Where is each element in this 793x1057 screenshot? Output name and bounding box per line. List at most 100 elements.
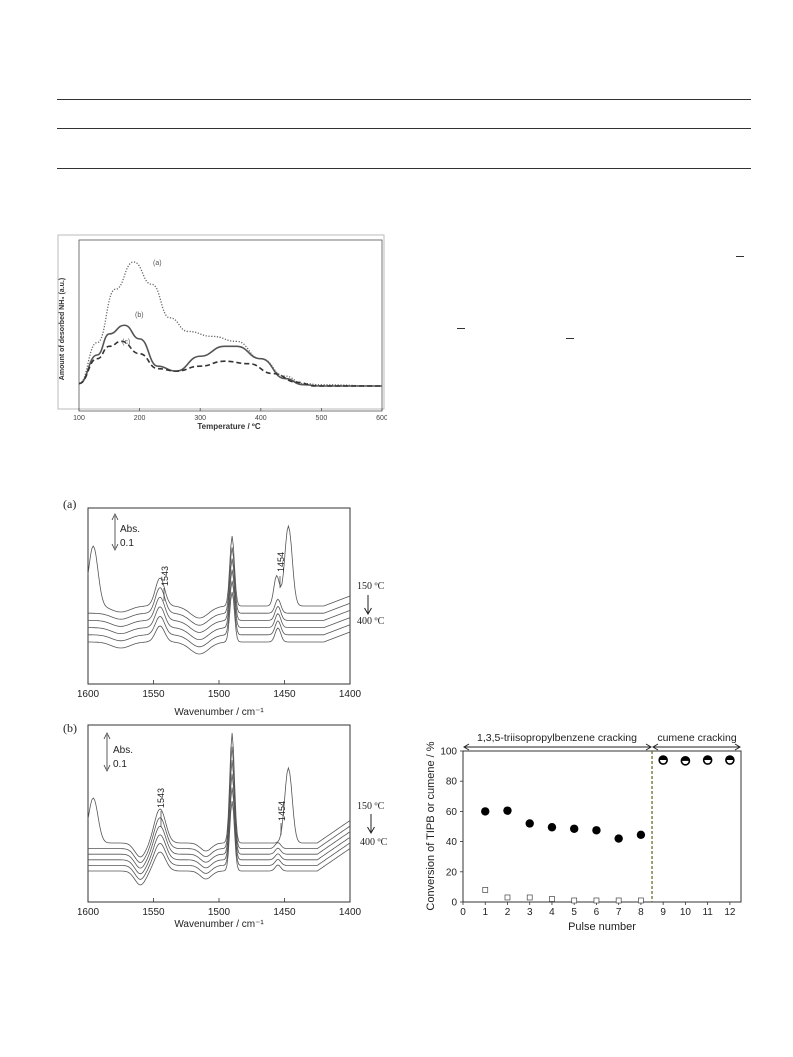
tpd-xtick-label: 100 [73, 415, 85, 422]
ir-b-spectrum-trace [88, 773, 351, 875]
ir-b-spectra [87, 732, 351, 886]
ir-a-spectrum-trace [87, 524, 351, 619]
conv-point-half-fill [703, 756, 712, 761]
ir-a-spectrum-trace [88, 569, 351, 641]
conv-xtick-label: 8 [638, 907, 644, 918]
conv-xtick-label: 11 [702, 907, 713, 918]
ir-b-chart: Abs. 0.1 1543 1454 1600 1550 1500 1450 1400 … [78, 724, 362, 930]
ir-a-spectrum-trace [88, 580, 351, 648]
ir-a-xtick-label: 1500 [208, 689, 231, 700]
conv-point-filled [481, 807, 490, 816]
conv-point-open-square [526, 894, 533, 901]
ir-a-temp-bottom: 400 ºC [357, 616, 385, 627]
conv-xtick-label: 10 [680, 907, 692, 918]
tpd-series-a [78, 261, 383, 387]
ir-b-temp-bottom: 400 ºC [360, 837, 388, 848]
tpd-xtick-label: 600 [376, 415, 387, 422]
ir-b-xtick-label: 1550 [142, 907, 165, 918]
ir-b-peak-1454: 1454 [277, 801, 287, 821]
conv-point-open-square [638, 897, 644, 904]
ir-b-scale-arrow-down [103, 764, 111, 772]
tpd-xlabel: Temperature / ºC [197, 422, 260, 431]
conv-ytick-label: 40 [446, 837, 458, 848]
text-dash-2 [457, 328, 465, 329]
ir-b-spectrum-trace [88, 787, 351, 880]
conv-point-open-square [482, 887, 489, 893]
conv-xtick-label: 2 [505, 907, 511, 918]
ir-b-temp-arrow [367, 814, 375, 834]
conv-ylabel: Conversion of TIPB or cumene / % [425, 741, 437, 910]
conv-plot-area [462, 750, 742, 903]
table-top-rule [57, 99, 751, 100]
conv-point-open-square [549, 896, 555, 902]
conv-xtick-label: 12 [724, 907, 736, 918]
conversion-chart: 1,3,5-triisopropylbenzene cracking cumen… [425, 732, 742, 933]
tpd-plot-area [78, 239, 383, 412]
ir-a-scale-arrow-down [111, 543, 119, 551]
ir-a-temp-arrow [364, 595, 372, 615]
conv-xlabel: Pulse number [568, 921, 636, 933]
table-header-rule [57, 128, 751, 129]
conv-ytick-label: 100 [440, 747, 457, 758]
conv-xtick-label: 4 [549, 907, 555, 918]
tpd-label-b: (b) [135, 312, 144, 319]
ir-a-panel-label: (a) [63, 497, 77, 511]
conv-point-filled [592, 826, 601, 835]
ir-b-temp-top: 150 ºC [357, 801, 385, 812]
conv-region2-label: cumene cracking [657, 732, 737, 744]
ir-a-peak-1454: 1454 [276, 552, 286, 572]
conv-xtick-label: 3 [527, 907, 533, 918]
ir-b-xtick-label: 1500 [208, 907, 231, 918]
conv-point-filled [547, 823, 557, 832]
text-dash-3 [566, 338, 574, 339]
tpd-ylabel: Amount of desorbed NH₃ (a.u.) [59, 278, 66, 380]
conv-point-filled [570, 824, 579, 833]
conv-point-open-square [504, 894, 511, 901]
ir-b-peak-1543: 1543 [156, 788, 166, 808]
conv-xtick-label: 0 [460, 907, 466, 918]
text-dash-1 [736, 256, 744, 257]
tpd-series-c [78, 340, 382, 387]
conv-ytick-label: 0 [451, 898, 457, 909]
conv-ytick-label: 20 [446, 867, 458, 878]
ir-b-spectrum-trace [88, 760, 351, 869]
conv-point-filled [636, 830, 646, 840]
conv-xtick-label: 7 [616, 907, 622, 918]
ir-b-xtick-label: 1400 [339, 907, 362, 918]
tpd-xtick-label: 400 [255, 415, 267, 422]
ir-b-abs-label: Abs. [113, 745, 133, 756]
conv-xtick-label: 9 [660, 907, 666, 918]
conv-point-open-square [571, 897, 578, 904]
conv-point-open-square [615, 897, 622, 904]
ir-a-xtick-label: 1400 [339, 689, 362, 700]
ir-b-spectrum-trace [87, 732, 351, 858]
conv-point-half-fill [659, 756, 668, 761]
conv-xtick-label: 1 [482, 907, 488, 918]
tpd-xtick-label: 500 [316, 415, 328, 422]
tpd-xtick-label: 300 [194, 415, 206, 422]
ir-a-xtick-label: 1450 [273, 689, 296, 700]
conv-point-half-fill [681, 756, 690, 761]
conv-xtick-label: 5 [571, 907, 577, 918]
table-bottom-rule [57, 168, 751, 169]
ir-a-spectrum-trace [88, 558, 351, 633]
ir-a-spectrum-trace [88, 591, 351, 655]
ir-a-abs-label: Abs. [120, 524, 140, 535]
ir-b-scale-arrow-up [103, 732, 111, 740]
ir-b-spectrum-trace [88, 800, 351, 886]
ir-a-temp-top: 150 ºC [357, 581, 385, 592]
tpd-series-b [78, 324, 382, 387]
ir-a-scale-arrow-up [111, 513, 119, 521]
ir-b-panel-label: (b) [63, 721, 77, 735]
ir-a-peak-1543: 1543 [160, 566, 170, 586]
ir-b-xtick-label: 1450 [273, 907, 296, 918]
conv-point-open-square [593, 897, 600, 904]
tpd-xtick-label: 200 [134, 415, 146, 422]
ir-a-xtick-label: 1600 [78, 689, 100, 700]
tpd-label-a: (a) [153, 260, 162, 267]
ir-a-abs-value: 0.1 [120, 538, 134, 549]
ir-a-xlabel: Wavenumber / cm⁻¹ [174, 707, 264, 718]
conv-point-filled [525, 819, 534, 828]
ir-a-xtick-label: 1550 [142, 689, 165, 700]
conv-point-filled [614, 834, 623, 843]
